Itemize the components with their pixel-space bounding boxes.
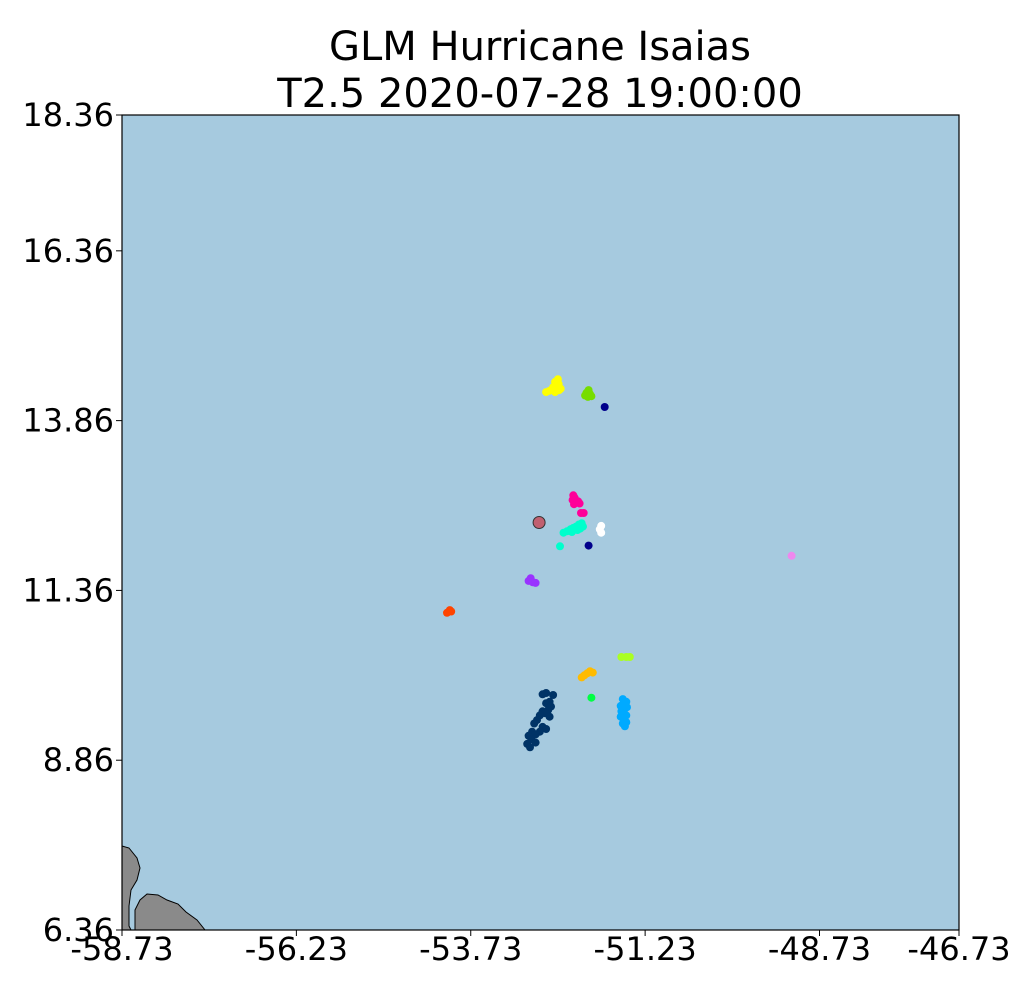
lightning-point (787, 551, 796, 560)
lightning-point (623, 703, 631, 712)
chart-title-line-1: GLM Hurricane Isaias (329, 24, 751, 70)
lightning-point (620, 722, 629, 731)
x-tick-label: -58.73 (70, 930, 173, 968)
storm-center-marker (532, 516, 546, 529)
y-tick-label: 18.36 (22, 96, 114, 134)
lightning-point (531, 578, 540, 587)
lightning-point (559, 528, 568, 537)
lightning-point (531, 738, 540, 747)
lightning-point (530, 719, 539, 728)
lightning-point (587, 392, 596, 401)
lightning-point (587, 693, 596, 702)
x-tick-label: -53.73 (419, 930, 522, 968)
x-tick-label: -51.23 (594, 930, 697, 968)
y-tick-label: 8.86 (43, 741, 114, 779)
y-axis: 18.36 16.36 13.86 11.36 8.86 6.36 (22, 96, 122, 949)
x-axis: -58.73 -56.23 -53.73 -51.23 -48.73 -46.73 (70, 930, 1011, 968)
lightning-point (588, 668, 597, 677)
y-tick-label: 16.36 (22, 232, 114, 270)
lightning-point (584, 541, 593, 550)
lightning-point (555, 386, 564, 395)
lightning-point (600, 403, 609, 411)
plot-frame (121, 114, 960, 931)
x-tick-label: -46.73 (907, 930, 1010, 968)
lightning-point (556, 542, 564, 551)
lightning-point (579, 509, 588, 517)
chart-title-line-2: T2.5 2020-07-28 19:00:00 (276, 71, 803, 117)
lightning-point (538, 690, 547, 699)
lightning-point (447, 607, 456, 616)
y-tick-label: 13.86 (22, 402, 114, 440)
y-tick-label: 6.36 (43, 911, 114, 949)
lightning-points (443, 375, 796, 752)
lightning-point (567, 528, 576, 536)
lightning-point (617, 707, 626, 716)
land-coastline (121, 845, 207, 931)
x-tick-label: -56.23 (245, 930, 348, 968)
x-tick-label: -48.73 (768, 930, 871, 968)
y-tick-label: 11.36 (22, 571, 114, 609)
lightning-point (625, 653, 634, 661)
lightning-point (542, 388, 551, 397)
lightning-point (575, 499, 584, 508)
lightning-point (577, 673, 586, 682)
lightning-point (542, 725, 551, 733)
lightning-point (526, 743, 534, 752)
storm-center-layer (532, 516, 546, 529)
lightning-point (545, 712, 554, 721)
lightning-point (597, 528, 606, 537)
lightning-point (549, 691, 558, 699)
